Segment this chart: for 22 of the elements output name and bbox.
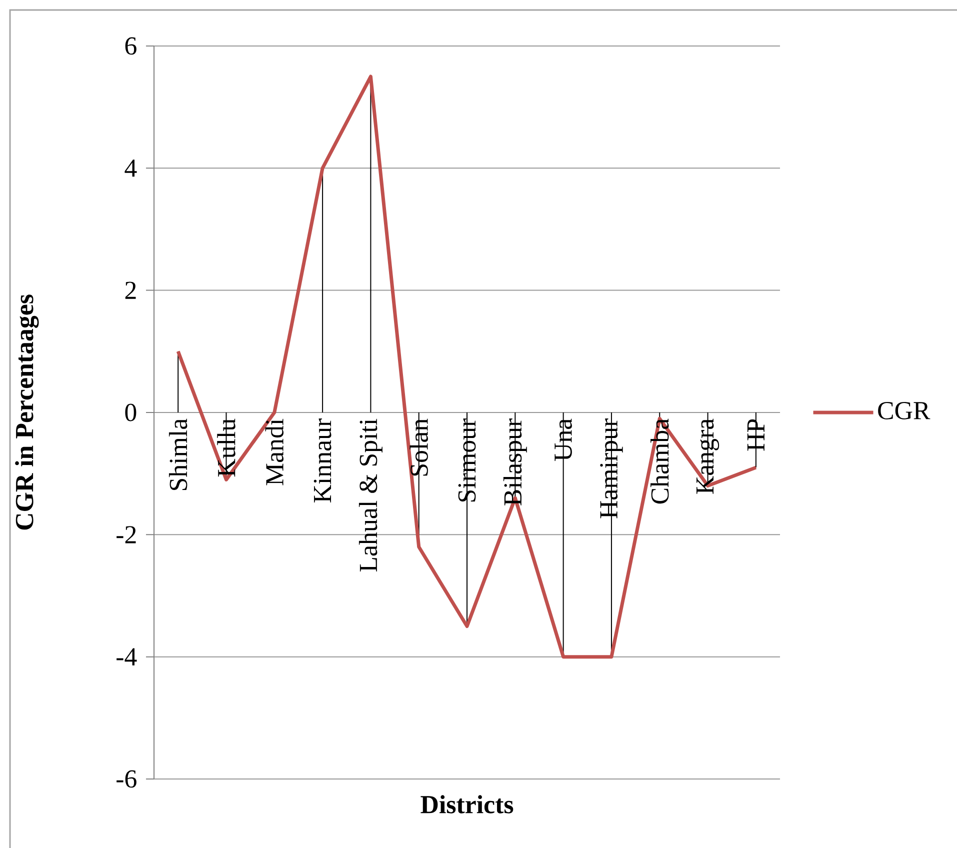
- y-tick-label: -2: [116, 526, 136, 544]
- x-tick-label: Kinnaur: [314, 418, 332, 502]
- x-tick-label: Hamirpur: [600, 418, 623, 518]
- y-tick-label: 0: [125, 404, 136, 422]
- x-tick-label: HP: [747, 419, 764, 451]
- legend-label: CGR: [878, 402, 930, 420]
- x-tick-label: Kangra: [696, 418, 720, 494]
- x-tick-label: Solan: [410, 418, 428, 476]
- y-axis-title: CGR in Percentaages: [15, 294, 39, 530]
- x-tick-label: Chamba: [650, 418, 669, 504]
- y-tick-label: 2: [125, 282, 136, 299]
- x-tick-label: Una: [554, 418, 572, 461]
- x-axis-title: Districts: [420, 795, 514, 814]
- x-tick-label: Shimla: [168, 418, 188, 490]
- x-tick-label: Bilaspur: [503, 418, 527, 506]
- x-tick-label: Mandi: [265, 418, 284, 486]
- x-tick-label: Lahual & Spiti: [358, 418, 382, 572]
- y-tick-label: -6: [116, 770, 136, 788]
- y-tick-label: -4: [116, 648, 137, 666]
- y-tick-label: 6: [125, 37, 136, 55]
- x-tick-label: Kullu: [217, 418, 236, 477]
- y-tick-label: 4: [124, 160, 137, 177]
